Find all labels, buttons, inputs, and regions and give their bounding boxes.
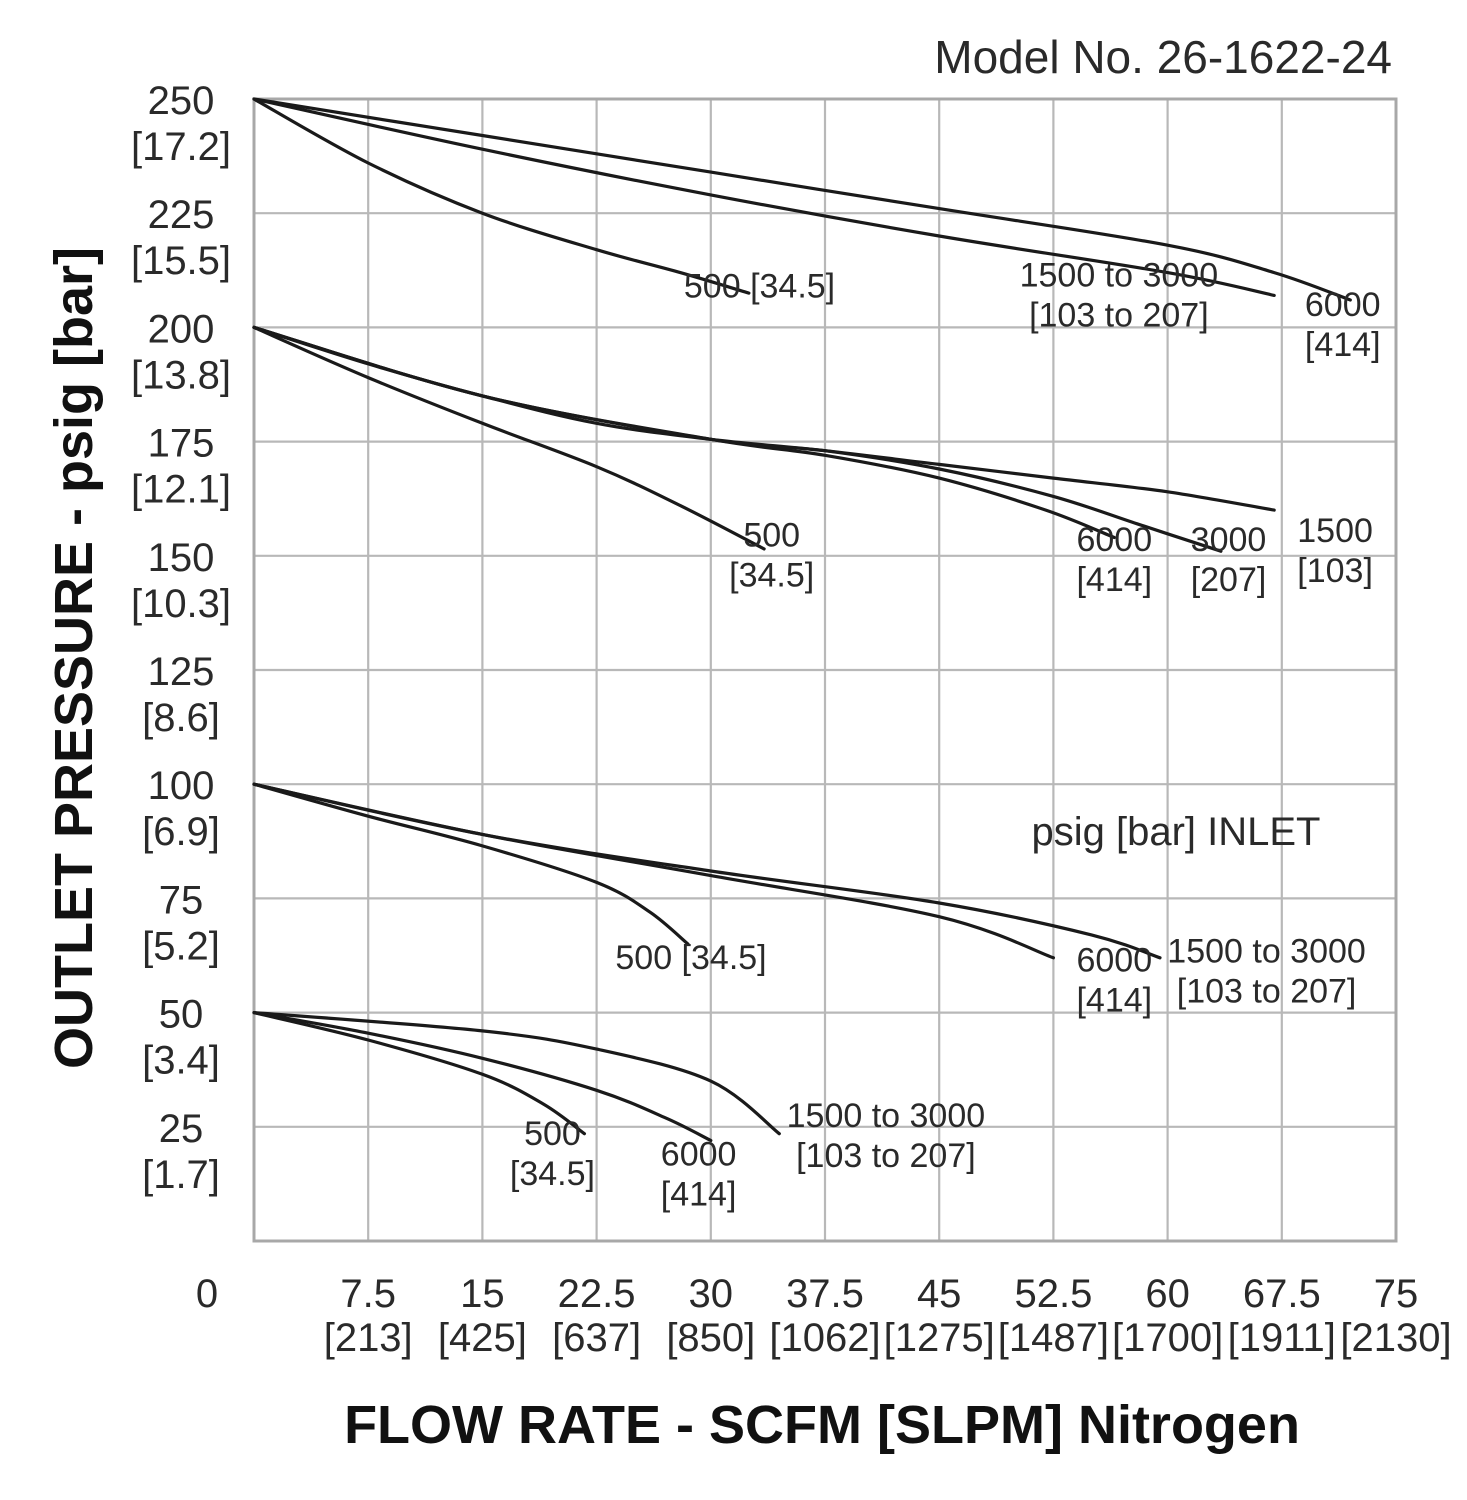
x-tick-sublabel-30: [850] <box>666 1316 755 1360</box>
curve-label-1: 500 [34.5] <box>684 268 835 306</box>
y-tick-label-175: 175 <box>148 422 215 466</box>
chart-title: Model No. 26-1622-24 <box>934 31 1392 83</box>
series-line-10 <box>252 782 1162 960</box>
y-tick-sublabel-100: [6.9] <box>142 810 220 854</box>
curve-label-7: 6000 [414] <box>1076 521 1152 599</box>
x-tick-sublabel-45: [1275] <box>884 1316 995 1360</box>
x-tick-sublabel-22-5: [637] <box>552 1316 641 1360</box>
x-tick-sublabel-37-5: [1062] <box>769 1316 880 1360</box>
series-line-4 <box>252 325 766 551</box>
x-tick-label-67-5: 67.5 <box>1243 1272 1321 1316</box>
series-line-5 <box>252 325 1276 512</box>
y-tick-sublabel-75: [5.2] <box>142 924 220 968</box>
curve-label-3: 6000 [414] <box>1305 286 1381 364</box>
curve-label-10: 1500 to 3000 [103 to 207] <box>1167 932 1366 1010</box>
y-tick-label-75: 75 <box>159 878 204 922</box>
y-tick-label-25: 25 <box>159 1107 204 1151</box>
curve-label-4: 500 [34.5] <box>729 517 814 595</box>
y-tick-label-225: 225 <box>148 193 215 237</box>
x-tick-sublabel-52-5: [1487] <box>998 1316 1109 1360</box>
x-tick-label-15: 15 <box>460 1272 505 1316</box>
inlet-annotation: psig [bar] INLET <box>1031 810 1320 854</box>
x-tick-sublabel-7-5: [213] <box>324 1316 413 1360</box>
y-tick-label-150: 150 <box>148 536 215 580</box>
y-tick-label-125: 125 <box>148 650 215 694</box>
curve-label-5: 1500 [103] <box>1297 512 1373 590</box>
series-line-11 <box>252 1011 586 1136</box>
x-tick-label-45: 45 <box>917 1272 962 1316</box>
x-tick-sublabel-75: [2130] <box>1340 1316 1451 1360</box>
x-tick-sublabel-60: [1700] <box>1112 1316 1223 1360</box>
grid <box>254 99 1396 1241</box>
y-tick-sublabel-250: [17.2] <box>131 125 231 169</box>
series-line-8 <box>252 782 690 946</box>
y-tick-sublabel-200: [13.8] <box>131 353 231 397</box>
y-tick-sublabel-25: [1.7] <box>142 1153 220 1197</box>
y-tick-sublabel-225: [15.5] <box>131 239 231 283</box>
series-line-7 <box>252 325 1116 540</box>
y-tick-sublabel-125: [8.6] <box>142 696 220 740</box>
x-tick-label-7-5: 7.5 <box>340 1272 396 1316</box>
x-axis-title: FLOW RATE - SCFM [SLPM] Nitrogen <box>344 1395 1300 1455</box>
y-tick-sublabel-175: [12.1] <box>131 468 231 512</box>
y-axis-title: OUTLET PRESSURE - psig [bar] <box>44 247 104 1069</box>
curve-label-9: 6000 [414] <box>1076 941 1152 1019</box>
x-tick-label-75: 75 <box>1374 1272 1419 1316</box>
series-line-1 <box>252 97 751 295</box>
x-tick-label-60: 60 <box>1145 1272 1190 1316</box>
curve-label-6: 3000 [207] <box>1191 521 1267 599</box>
plot-frame <box>252 97 1398 1243</box>
series-line-6 <box>252 325 1223 553</box>
curve-label-13: 1500 to 3000 [103 to 207] <box>787 1097 986 1175</box>
curve-label-12: 6000 [414] <box>661 1136 737 1214</box>
x-tick-sublabel-67-5: [1911] <box>1228 1316 1336 1360</box>
series-line-12 <box>252 1011 713 1143</box>
x-tick-sublabel-15: [425] <box>438 1316 527 1360</box>
y-tick-label-250: 250 <box>148 79 215 123</box>
x-tick-label-22-5: 22.5 <box>558 1272 636 1316</box>
series-line-2 <box>252 97 1276 297</box>
y-tick-label-100: 100 <box>148 764 215 808</box>
curve-label-8: 500 [34.5] <box>615 939 766 977</box>
y-tick-labels: 250[17.2]225[15.5]200[13.8]175[12.1]150[… <box>131 79 231 1197</box>
x-tick-label-0: 0 <box>196 1272 218 1316</box>
series-line-13 <box>252 1011 781 1136</box>
y-tick-sublabel-50: [3.4] <box>142 1039 220 1083</box>
curve-labels: 500 [34.5] 1500 to 3000 [103 to 207] 6000 [4… <box>510 256 1381 1213</box>
x-tick-labels: 0 7.5[213] 15[425] 22.5[637] 30[850] 37.5[106… <box>196 1272 1452 1360</box>
series-group <box>252 97 1352 1143</box>
curve-label-2: 1500 to 3000 [103 to 207] <box>1020 256 1219 334</box>
y-tick-sublabel-150: [10.3] <box>131 582 231 626</box>
x-tick-label-52-5: 52.5 <box>1014 1272 1092 1316</box>
y-tick-label-50: 50 <box>159 993 204 1037</box>
x-tick-label-30: 30 <box>689 1272 734 1316</box>
y-tick-label-200: 200 <box>148 307 215 351</box>
x-tick-label-37-5: 37.5 <box>786 1272 864 1316</box>
curve-label-11: 500 [34.5] <box>510 1115 595 1193</box>
series-line-3 <box>252 97 1352 302</box>
